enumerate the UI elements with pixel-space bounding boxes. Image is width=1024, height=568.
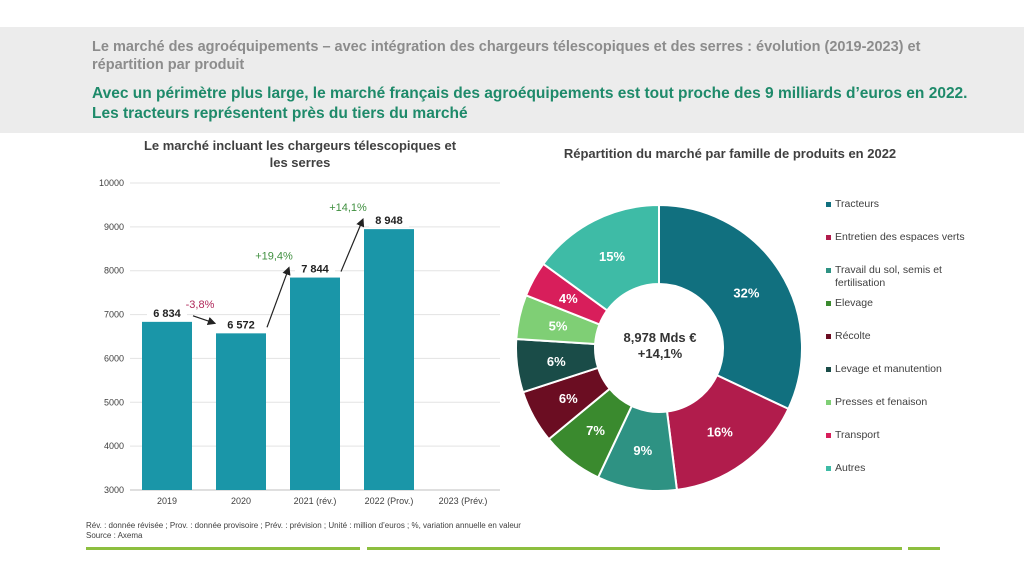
slice-label: 6% [559, 391, 578, 406]
legend-label: Autres [835, 462, 866, 474]
legend-label: Levage et manutention [835, 363, 942, 375]
bar-value-label-bg [221, 317, 261, 332]
bar-value-label: 8 948 [375, 215, 403, 227]
legend-label: Elevage [835, 297, 873, 309]
donut-slice [665, 373, 790, 491]
legend-label: Récolte [835, 330, 871, 342]
footer-rule-middle [367, 547, 902, 550]
donut-center-label: 8,978 Mds € +14,1% [590, 330, 730, 362]
slice-label: 7% [586, 423, 605, 438]
slice-label: 4% [559, 291, 578, 306]
donut-hole [596, 285, 722, 411]
change-label: -3,8% [186, 299, 215, 311]
header-band [0, 27, 1024, 133]
y-tick-label: 8000 [104, 266, 124, 276]
donut-chart-title: Répartition du marché par famille de pro… [563, 146, 897, 161]
x-tick-label: 2021 (rév.) [294, 496, 337, 506]
bar [364, 229, 414, 491]
legend-swatch [826, 202, 831, 207]
x-tick-label: 2023 (Prév.) [439, 496, 488, 506]
legend-swatch [826, 235, 831, 240]
y-tick-label: 9000 [104, 222, 124, 232]
x-tick-label: 2019 [157, 496, 177, 506]
x-tick-label: 2020 [231, 496, 251, 506]
legend-swatch [826, 301, 831, 306]
legend-swatch [826, 400, 831, 405]
y-tick-label: 5000 [104, 397, 124, 407]
y-tick-label: 10000 [99, 178, 124, 188]
bar-value-label: 6 572 [227, 319, 255, 331]
footer-rule-right [908, 547, 940, 550]
bar [290, 277, 340, 490]
y-tick-label: 4000 [104, 441, 124, 451]
slice-label: 6% [547, 354, 566, 369]
slice-label: 5% [549, 318, 568, 333]
x-tick-label: 2022 (Prov.) [365, 496, 414, 506]
donut-slice [658, 203, 803, 411]
legend-swatch [826, 433, 831, 438]
page-title: Le marché des agroéquipements – avec int… [92, 39, 921, 73]
y-tick-label: 3000 [104, 485, 124, 495]
legend-label: Tracteurs [835, 198, 879, 210]
footnote-source: Source : Axema [86, 531, 143, 540]
bar [216, 333, 266, 490]
footnote: Rév. : donnée révisée ; Prov. : donnée p… [86, 521, 521, 541]
change-arrow [340, 218, 365, 272]
bar-value-label-bg [295, 261, 335, 276]
donut-center-total: 8,978 Mds € [623, 330, 697, 345]
change-label: +14,1% [329, 202, 367, 214]
slice-label: 9% [633, 443, 652, 458]
change-arrow [192, 315, 217, 325]
slice-label: 15% [599, 249, 625, 264]
page-subtitle: Avec un périmètre plus large, le marché … [92, 85, 968, 122]
donut-center-growth: +14,1% [637, 346, 683, 361]
bar-value-label: 7 844 [301, 264, 329, 276]
legend-swatch [826, 367, 831, 372]
bar-value-label-bg [369, 213, 409, 228]
donut-slice [541, 203, 660, 312]
y-tick-label: 7000 [104, 310, 124, 320]
legend-label: Travail du sol, semis et fertilisation [835, 264, 942, 289]
footnote-definitions: Rév. : donnée révisée ; Prov. : donnée p… [86, 521, 521, 530]
bar-value-label-bg [147, 305, 187, 320]
bar-chart-title: Le marché incluant les chargeurs télesco… [143, 138, 457, 170]
legend-label: Presses et fenaison [835, 396, 928, 408]
slice-label: 32% [733, 286, 759, 301]
legend-swatch [826, 466, 831, 471]
y-tick-label: 6000 [104, 353, 124, 363]
legend-label: Entretien des espaces verts [835, 231, 965, 243]
legend-swatch [826, 334, 831, 339]
bar-value-label: 6 834 [153, 308, 181, 320]
legend-swatch [826, 268, 831, 273]
legend-label: Transport [835, 429, 880, 441]
footer-rule-left [86, 547, 360, 550]
slice-label: 16% [707, 425, 733, 440]
change-label: +19,4% [255, 251, 293, 263]
change-arrow [266, 266, 291, 328]
bar [142, 321, 192, 490]
